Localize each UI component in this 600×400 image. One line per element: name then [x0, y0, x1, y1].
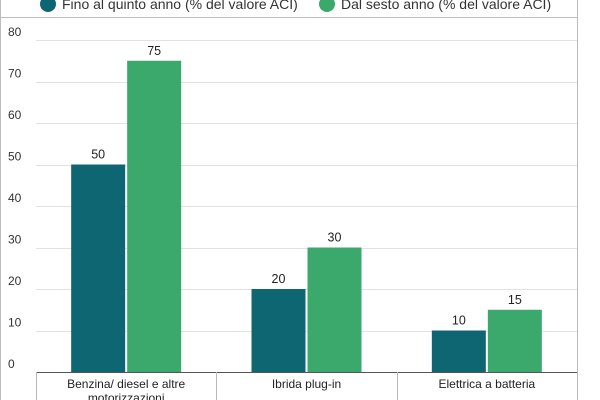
- x-axis: Benzina/ diesel e altre motorizzazioni Ibr…: [36, 372, 578, 400]
- y-axis-ticks: 0 10 20 30 40 50 60 70 80: [8, 25, 22, 371]
- legend-marker-series-1: [40, 0, 56, 12]
- y-tick-label: 60: [8, 108, 22, 122]
- y-tick-label: 80: [8, 25, 22, 39]
- data-label: 20: [272, 272, 286, 286]
- bar-1: [251, 289, 306, 372]
- legend-marker-series-2: [319, 0, 335, 12]
- legend-label-series-2: Dal sesto anno (% del valore ACI): [341, 0, 551, 12]
- data-label: 10: [452, 314, 466, 328]
- y-tick-label: 50: [8, 150, 22, 164]
- y-tick-label: 40: [8, 191, 22, 205]
- bar-1: [431, 330, 486, 372]
- x-tick-label: Benzina/ diesel e altre motorizzazioni: [67, 377, 185, 400]
- legend-label-series-1: Fino al quinto anno (% del valore ACI): [62, 0, 298, 12]
- y-tick-label: 0: [8, 357, 15, 371]
- bar-1: [71, 164, 126, 372]
- y-tick-label: 70: [8, 67, 22, 81]
- data-label: 75: [147, 44, 161, 58]
- bar-2: [127, 60, 182, 372]
- y-tick-label: 20: [8, 274, 22, 288]
- bar-2: [487, 309, 542, 372]
- bar-2: [307, 247, 362, 372]
- data-label: 50: [91, 148, 105, 162]
- bars: [71, 60, 542, 372]
- x-tick-label: Ibrida plug-in: [272, 377, 341, 391]
- x-tick-label: Elettrica a batteria: [438, 377, 535, 391]
- data-label: 30: [328, 231, 342, 245]
- data-labels: 50 75 20 30 10 15: [91, 44, 522, 328]
- legend: Fino al quinto anno (% del valore ACI) D…: [40, 0, 551, 12]
- data-label: 15: [508, 293, 522, 307]
- y-tick-label: 30: [8, 233, 22, 247]
- y-tick-label: 10: [8, 316, 22, 330]
